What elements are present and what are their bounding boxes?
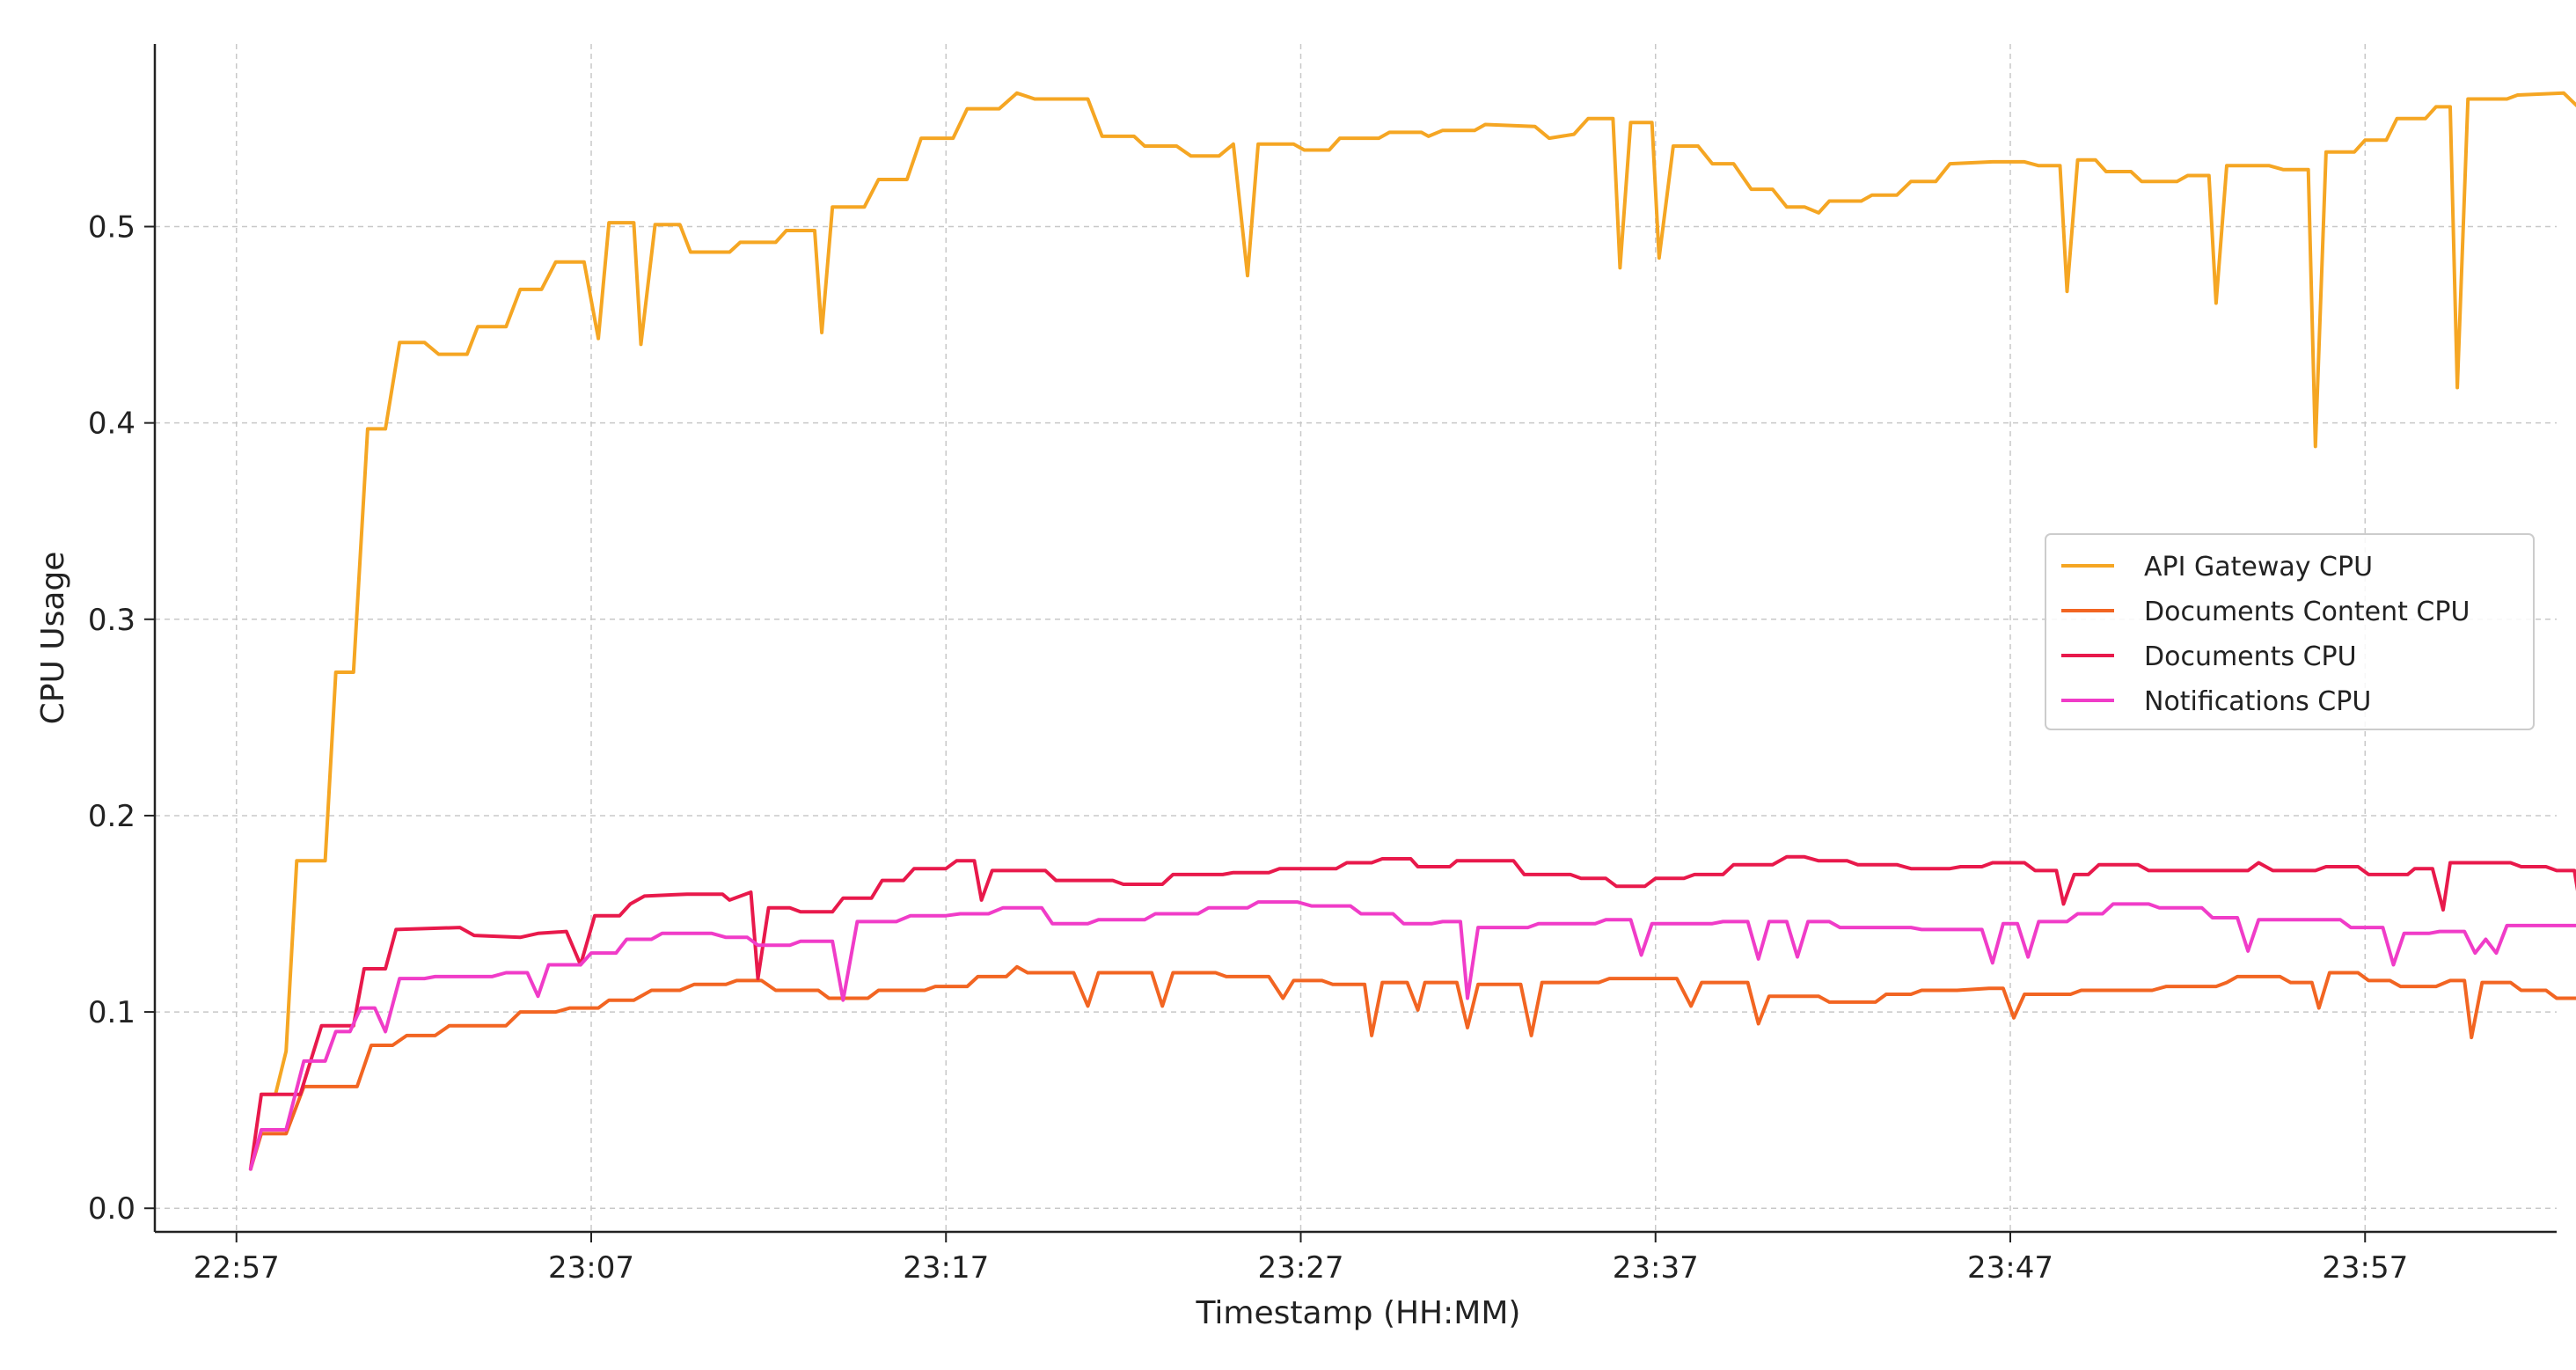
y-tick-label: 0.5 [88, 210, 135, 245]
x-axis-label: Timestamp (HH:MM) [1196, 1295, 1521, 1331]
x-tick-label: 23:37 [1613, 1250, 1699, 1286]
series-line-2 [248, 854, 2576, 1171]
y-tick-label: 0.2 [88, 799, 135, 834]
legend: API Gateway CPU Documents Content CPU Docu… [2045, 533, 2535, 730]
x-tick-label: 23:27 [1258, 1250, 1344, 1286]
legend-label: Documents CPU [2144, 641, 2357, 672]
x-tick-label: 23:57 [2322, 1250, 2408, 1286]
x-tick-label: 23:17 [903, 1250, 989, 1286]
x-tick-label: 23:07 [548, 1250, 634, 1286]
y-axis-ticks: 0.0 0.1 0.2 0.3 0.4 0.5 [88, 210, 155, 1227]
y-tick-label: 0.0 [88, 1191, 135, 1227]
x-tick-label: 22:57 [194, 1250, 280, 1286]
legend-label: API Gateway CPU [2144, 552, 2373, 582]
axes [153, 44, 2557, 1234]
series-line-3 [248, 900, 2576, 1171]
legend-box [2045, 533, 2535, 730]
y-axis-label: CPU Usage [35, 552, 71, 725]
series-lines [248, 91, 2576, 1171]
series-line-1 [248, 964, 2576, 1171]
series-line-0 [260, 91, 2576, 1096]
y-tick-label: 0.3 [88, 603, 135, 638]
y-tick-label: 0.1 [88, 995, 135, 1030]
x-axis-ticks: 22:57 23:07 23:17 23:27 23:37 23:47 23:57 [194, 1232, 2408, 1286]
grid-lines [155, 44, 2557, 1232]
x-tick-label: 23:47 [1967, 1250, 2053, 1286]
y-tick-label: 0.4 [88, 407, 135, 442]
legend-label: Documents Content CPU [2144, 597, 2470, 627]
legend-label: Notifications CPU [2144, 686, 2371, 717]
